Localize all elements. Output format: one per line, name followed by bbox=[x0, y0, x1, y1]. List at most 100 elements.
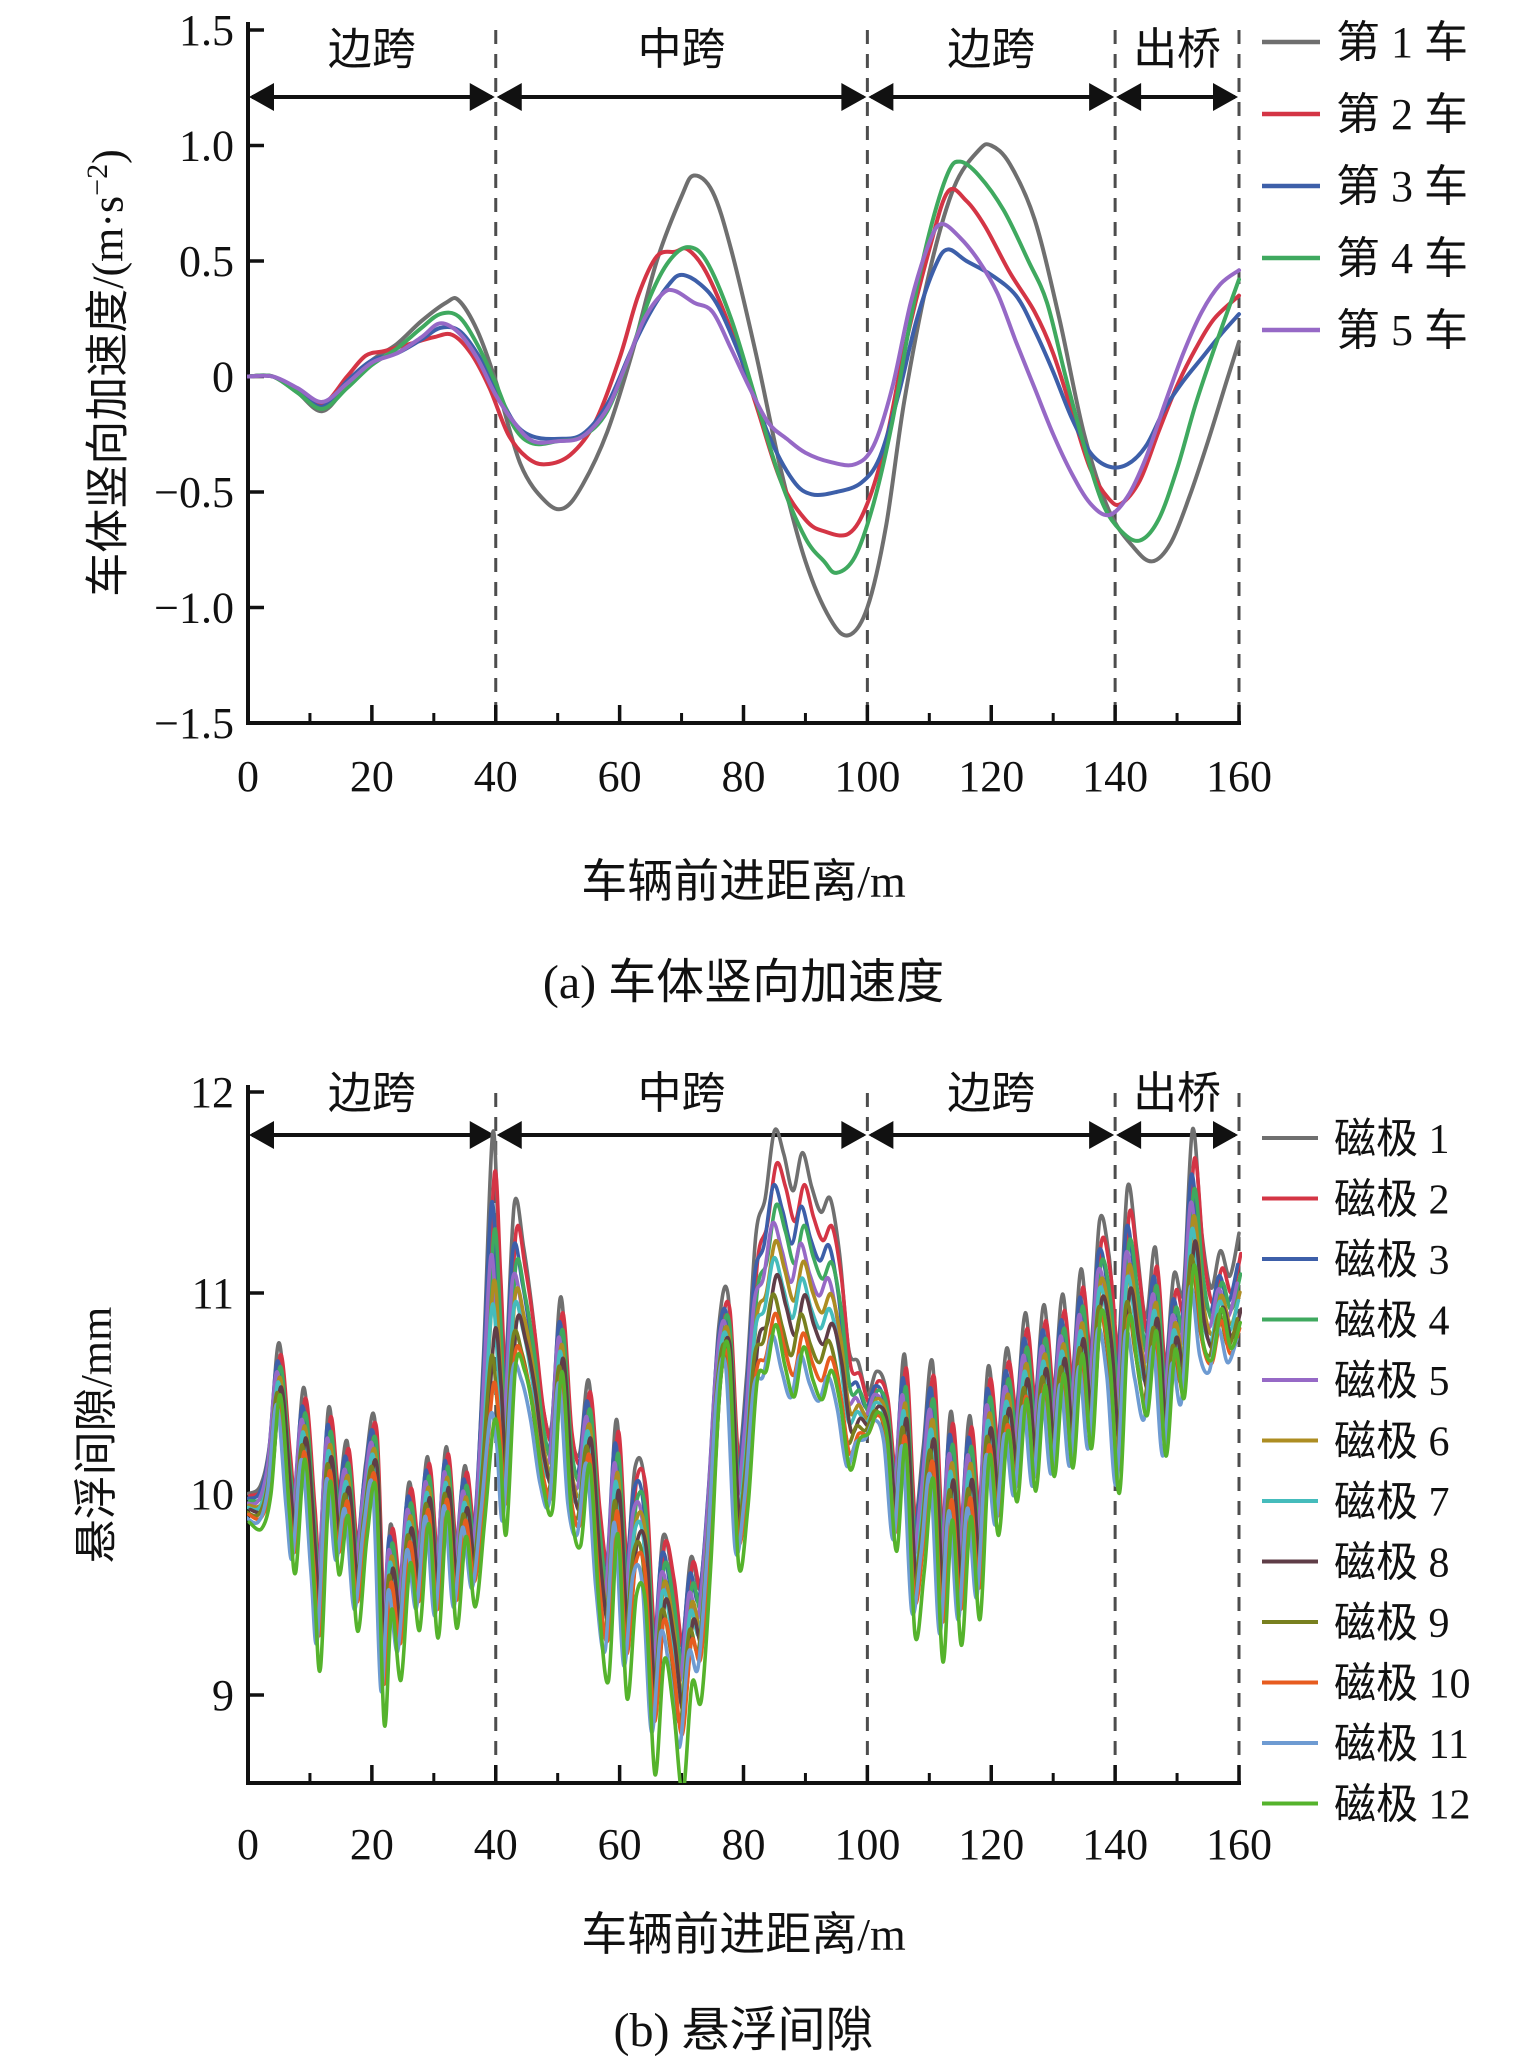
panel-b-series-11 bbox=[247, 1284, 1239, 1750]
legend-label: 磁极 5 bbox=[1334, 1359, 1450, 1405]
x-tick-label: 120 bbox=[958, 752, 1024, 801]
span-arrowhead-left bbox=[249, 1121, 274, 1149]
legend-item: 磁极 4 bbox=[1262, 1299, 1450, 1345]
legend-panel-a: 第 1 车第 2 车第 3 车第 4 车第 5 车 bbox=[1262, 18, 1468, 355]
x-tick-label: 0 bbox=[237, 752, 259, 801]
span-label: 边跨 bbox=[328, 1069, 416, 1118]
x-tick-label: 40 bbox=[474, 752, 518, 801]
caption-panel-b: (b) 悬浮间隙 bbox=[613, 2004, 874, 2057]
x-tick-label: 160 bbox=[1206, 1820, 1272, 1869]
span-label: 边跨 bbox=[947, 25, 1035, 74]
panel-a: 边跨 中跨 边跨 出桥1.51.00.50−0.5−1.0−1.50 20 40 60 80 1… bbox=[154, 6, 1468, 801]
legend-item: 第 4 车 bbox=[1262, 234, 1468, 283]
x-tick-label: 140 bbox=[1082, 1820, 1148, 1869]
span-label: 中跨 bbox=[638, 1069, 726, 1118]
legend-item: 磁极 7 bbox=[1262, 1480, 1450, 1526]
x-tick-label: 100 bbox=[834, 1820, 900, 1869]
legend-label: 磁极 6 bbox=[1334, 1420, 1450, 1466]
legend-item: 第 1 车 bbox=[1262, 18, 1468, 67]
panel-b-series-12 bbox=[247, 1263, 1242, 1783]
x-tick-label: 60 bbox=[598, 1820, 642, 1869]
span-label: 出桥 bbox=[1133, 1069, 1221, 1118]
legend-item: 第 3 车 bbox=[1262, 162, 1468, 211]
span-arrowhead-left bbox=[868, 83, 894, 111]
y-tick-label: −1.0 bbox=[154, 584, 234, 633]
legend-item: 磁极 1 bbox=[1262, 1117, 1450, 1163]
x-tick-label: 80 bbox=[722, 1820, 766, 1869]
legend-item: 磁极 10 bbox=[1262, 1662, 1471, 1708]
legend-label: 磁极 12 bbox=[1334, 1783, 1471, 1829]
x-tick-label: 120 bbox=[958, 1820, 1024, 1869]
span-arrowhead-left bbox=[1116, 83, 1142, 111]
y-tick-label: 0.5 bbox=[179, 237, 234, 286]
legend-label: 第 2 车 bbox=[1336, 90, 1468, 139]
span-arrowhead-left bbox=[496, 1121, 522, 1149]
legend-panel-b: 磁极 1 磁极 2 磁极 3 磁极 4 磁极 5 磁极 6 磁极 7 磁极 8 磁极 9 磁极 1… bbox=[1262, 1117, 1471, 1829]
y-tick-label: −1.5 bbox=[154, 699, 234, 748]
span-arrowhead-right bbox=[841, 83, 867, 111]
span-arrowhead-right bbox=[841, 1121, 867, 1149]
legend-label: 第 4 车 bbox=[1336, 234, 1468, 283]
x-tick-label: 80 bbox=[722, 752, 766, 801]
y-tick-label: 1.5 bbox=[179, 6, 234, 55]
legend-item: 磁极 6 bbox=[1262, 1420, 1450, 1466]
y-axis-label-panel-a: 车体竖向加速度/(m·s−2) bbox=[71, 23, 133, 723]
span-arrowhead-left bbox=[496, 83, 522, 111]
legend-item: 磁极 11 bbox=[1262, 1722, 1469, 1768]
x-tick-label: 160 bbox=[1206, 752, 1272, 801]
x-tick-label: 40 bbox=[474, 1820, 518, 1869]
legend-label: 第 3 车 bbox=[1336, 162, 1468, 211]
legend-item: 磁极 8 bbox=[1262, 1541, 1450, 1587]
span-arrowhead-left bbox=[1116, 1121, 1142, 1149]
span-arrowhead-right bbox=[1213, 1121, 1238, 1149]
legend-label: 磁极 11 bbox=[1334, 1722, 1469, 1768]
span-arrowhead-right bbox=[1089, 83, 1115, 111]
x-tick-label: 20 bbox=[350, 1820, 394, 1869]
y-tick-label: 12 bbox=[190, 1068, 234, 1117]
x-axis-label-panel-b: 车辆前进距离/m bbox=[581, 1909, 906, 1960]
plot-area bbox=[247, 1126, 1242, 1783]
y-tick-label: 0 bbox=[212, 353, 234, 402]
span-arrowhead-right bbox=[1213, 83, 1238, 111]
legend-item: 第 5 车 bbox=[1262, 306, 1468, 355]
panel-a-series-5 bbox=[247, 222, 1241, 518]
legend-item: 磁极 2 bbox=[1262, 1178, 1450, 1224]
y-tick-label: 1.0 bbox=[179, 122, 234, 171]
span-label: 出桥 bbox=[1133, 25, 1221, 74]
panel-a-series-1 bbox=[247, 142, 1241, 638]
legend-label: 第 5 车 bbox=[1336, 306, 1468, 355]
span-label: 边跨 bbox=[947, 1069, 1035, 1118]
y-axis-label-a-superscript: −2 bbox=[81, 163, 114, 196]
legend-item: 磁极 3 bbox=[1262, 1238, 1450, 1284]
y-axis-label-a-text: 车体竖向加速度/(m·s bbox=[83, 195, 133, 597]
legend-label: 磁极 10 bbox=[1334, 1662, 1471, 1708]
legend-label: 磁极 7 bbox=[1334, 1480, 1450, 1526]
legend-label: 磁极 1 bbox=[1334, 1117, 1450, 1163]
panel-a-series-3 bbox=[247, 247, 1241, 498]
caption-panel-a: (a) 车体竖向加速度 bbox=[542, 956, 945, 1009]
x-tick-label: 20 bbox=[350, 752, 394, 801]
y-tick-label: 11 bbox=[192, 1269, 234, 1318]
y-tick-label: −0.5 bbox=[154, 468, 234, 517]
legend-label: 磁极 3 bbox=[1334, 1238, 1450, 1284]
legend-item: 第 2 车 bbox=[1262, 90, 1468, 139]
y-tick-label: 10 bbox=[190, 1470, 234, 1519]
x-tick-label: 100 bbox=[834, 752, 900, 801]
legend-label: 第 1 车 bbox=[1336, 18, 1468, 67]
span-label: 边跨 bbox=[328, 25, 416, 74]
legend-item: 磁极 9 bbox=[1262, 1601, 1450, 1647]
x-tick-label: 140 bbox=[1082, 752, 1148, 801]
span-arrowhead-right bbox=[1089, 1121, 1115, 1149]
legend-label: 磁极 8 bbox=[1334, 1541, 1450, 1587]
span-arrowhead-left bbox=[249, 83, 274, 111]
legend-item: 磁极 5 bbox=[1262, 1359, 1450, 1405]
y-axis-label-a-close: ) bbox=[83, 149, 133, 164]
span-arrowhead-right bbox=[469, 1121, 495, 1149]
legend-label: 磁极 9 bbox=[1334, 1601, 1450, 1647]
legend-label: 磁极 4 bbox=[1334, 1299, 1450, 1345]
x-axis-label-panel-a: 车辆前进距离/m bbox=[581, 856, 906, 907]
x-tick-label: 60 bbox=[598, 752, 642, 801]
